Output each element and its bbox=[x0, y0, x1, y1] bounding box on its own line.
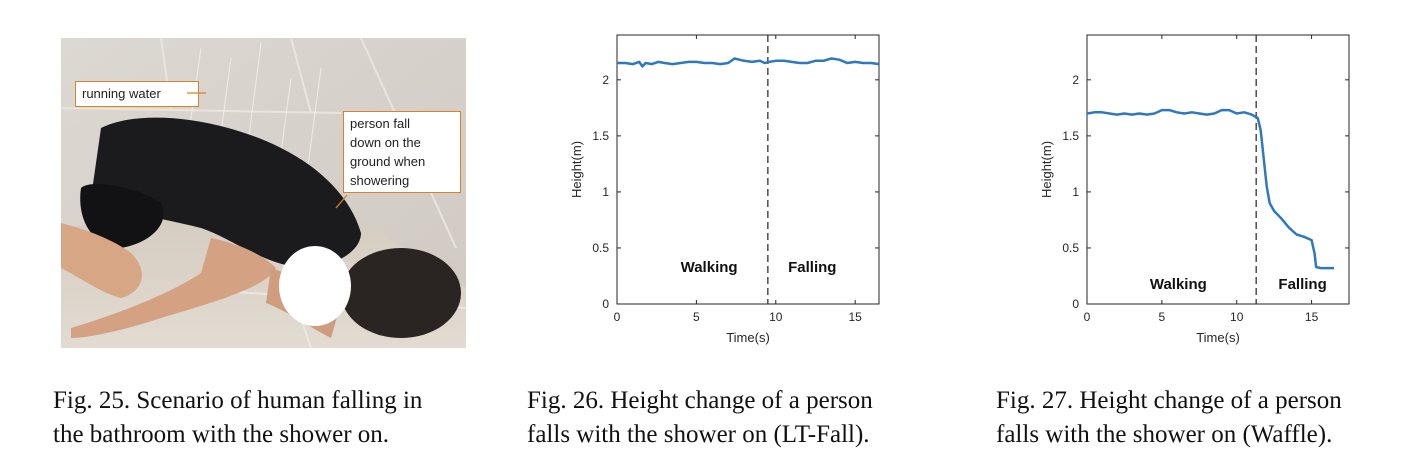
y-tick-label: 1.5 bbox=[592, 129, 609, 143]
series-line bbox=[1086, 108, 1334, 270]
shower-fall-photo bbox=[60, 37, 467, 349]
callout-person-line: down on the bbox=[350, 135, 421, 150]
y-tick-label: 2 bbox=[602, 73, 609, 87]
person-shorts bbox=[80, 183, 164, 248]
caption-line: Fig. 27. Height change of a person bbox=[996, 387, 1342, 414]
plot-area bbox=[1086, 34, 1350, 305]
caption-line: falls with the shower on (Waffle). bbox=[996, 421, 1333, 448]
callout-person-line: person fall bbox=[350, 116, 410, 131]
callout-running-water: running water bbox=[75, 81, 199, 107]
figure-25: running water person fall down on the gr… bbox=[60, 37, 467, 349]
x-tick-label: 5 bbox=[693, 310, 700, 324]
y-tick-label: 1 bbox=[602, 185, 609, 199]
caption-fig-27: Fig. 27. Height change of a person falls… bbox=[996, 384, 1342, 452]
region-label: Walking bbox=[1150, 276, 1207, 293]
y-tick-label: 1 bbox=[1072, 185, 1079, 199]
region-label: Falling bbox=[1278, 276, 1326, 293]
callout-person-line: showering bbox=[350, 173, 410, 188]
caption-line: the bathroom with the shower on. bbox=[53, 421, 390, 448]
x-tick-label: 10 bbox=[769, 310, 783, 324]
plot-area bbox=[616, 34, 880, 305]
x-axis-label: Time(s) bbox=[726, 330, 770, 345]
face-blur bbox=[279, 246, 351, 326]
person-body bbox=[91, 117, 361, 268]
chart-waffle: 0 0.5 1 1.5 2 0 5 10 15 Time(s) Height(m) Walking Fa… bbox=[1039, 34, 1350, 345]
series-line bbox=[617, 57, 880, 68]
x-tick-label: 15 bbox=[1305, 310, 1319, 324]
y-tick-label: 1.5 bbox=[1062, 129, 1079, 143]
person-leg bbox=[61, 223, 142, 298]
caption-fig-26: Fig. 26. Height change of a person falls… bbox=[527, 384, 873, 452]
y-tick-label: 0 bbox=[602, 297, 609, 311]
x-tick-label: 10 bbox=[1230, 310, 1244, 324]
y-tick-label: 0 bbox=[1072, 297, 1079, 311]
y-tick-label: 2 bbox=[1072, 73, 1079, 87]
callout-leaders bbox=[187, 92, 348, 209]
caption-line: falls with the shower on (LT-Fall). bbox=[527, 421, 870, 448]
caption-fig-25: Fig. 25. Scenario of human falling in th… bbox=[53, 384, 422, 452]
person-head bbox=[341, 248, 461, 338]
region-label: Falling bbox=[788, 259, 836, 276]
x-axis-label: Time(s) bbox=[1196, 330, 1240, 345]
chart-lt-fall: 0 0.5 1 1.5 2 0 5 10 15 Time(s) Height(m) Walking Fa… bbox=[569, 34, 880, 345]
callout-person-fall: person fall down on the ground when show… bbox=[343, 111, 461, 193]
y-axis-label: Height(m) bbox=[1039, 141, 1054, 198]
caption-line: Fig. 25. Scenario of human falling in bbox=[53, 387, 423, 414]
x-tick-label: 0 bbox=[614, 310, 621, 324]
y-tick-label: 0.5 bbox=[1062, 241, 1079, 255]
region-label: Walking bbox=[681, 259, 738, 276]
x-tick-label: 0 bbox=[1084, 310, 1091, 324]
caption-line: Fig. 26. Height change of a person bbox=[527, 387, 873, 414]
x-tick-label: 5 bbox=[1159, 310, 1166, 324]
x-tick-label: 15 bbox=[849, 310, 863, 324]
person-arm bbox=[71, 238, 276, 338]
y-axis-label: Height(m) bbox=[569, 141, 584, 198]
callout-person-line: ground when bbox=[350, 154, 426, 169]
y-tick-label: 0.5 bbox=[592, 241, 609, 255]
